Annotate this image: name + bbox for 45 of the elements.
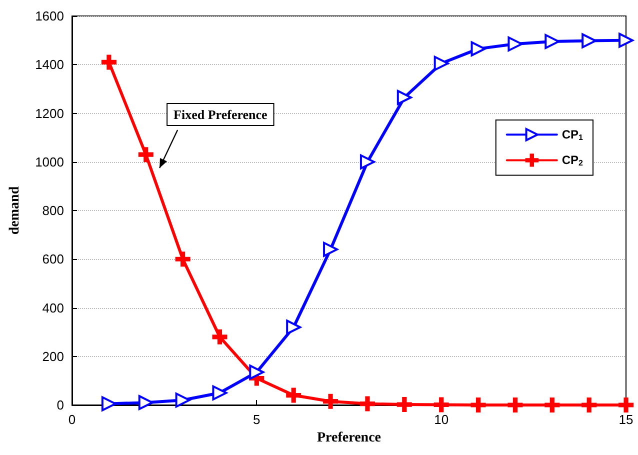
point — [470, 398, 486, 412]
y-tick-label: 200 — [42, 348, 64, 364]
y-tick-label: 1000 — [35, 154, 64, 170]
y-tick-label: 1400 — [35, 57, 64, 72]
point — [212, 329, 228, 344]
x-tick-label: 5 — [253, 412, 260, 427]
point — [508, 398, 523, 412]
point — [212, 385, 228, 400]
y-tick-label: 600 — [42, 252, 64, 267]
point — [434, 397, 449, 412]
y-tick-label: 0 — [56, 398, 64, 412]
point — [582, 33, 597, 48]
y-tick-label: 800 — [42, 203, 64, 218]
annotation: Fixed Preference — [174, 107, 268, 122]
point — [286, 388, 302, 403]
x-tick-label: 0 — [68, 412, 76, 427]
x-tick-label: 10 — [434, 412, 449, 427]
point — [396, 90, 412, 105]
point — [544, 398, 560, 412]
y-tick-label: 1200 — [35, 106, 64, 121]
point — [286, 320, 302, 335]
y-tick-label: 400 — [42, 300, 64, 316]
point — [323, 242, 338, 257]
point — [360, 396, 375, 412]
x-tick-label: 15 — [618, 412, 634, 427]
point — [175, 252, 190, 267]
point — [138, 395, 154, 410]
x-axis-title: Preference — [317, 430, 381, 446]
point — [618, 32, 634, 48]
point — [101, 396, 116, 412]
point — [101, 54, 116, 70]
point — [508, 36, 523, 52]
y-axis-title: demand — [8, 186, 22, 235]
point — [470, 41, 486, 56]
point — [582, 398, 597, 412]
point — [249, 364, 264, 380]
point — [323, 394, 338, 409]
point — [434, 56, 449, 71]
point — [544, 34, 560, 50]
point — [618, 398, 634, 412]
point — [360, 154, 375, 170]
y-tick-label: 1600 — [35, 8, 64, 24]
point — [396, 397, 412, 412]
point — [175, 392, 190, 408]
point — [138, 147, 154, 162]
